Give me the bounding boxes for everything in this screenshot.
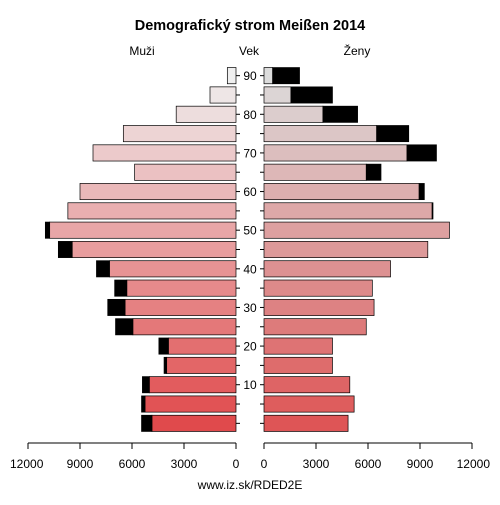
male-excess-20-24 (158, 337, 169, 355)
female-bar-0-4 (263, 414, 349, 432)
female-bar-65-69 (263, 163, 367, 181)
age-tick-label: 30 (243, 301, 257, 315)
x-axes: 12000 9000 6000 3000 0 0 3000 6000 9000 12000 (10, 442, 491, 471)
male-excess-15-19 (163, 356, 168, 374)
male-bar-40-44 (109, 260, 237, 278)
male-excess-0-4 (141, 414, 153, 432)
female-bar-15-19 (263, 356, 333, 374)
female-bars (263, 67, 450, 432)
female-bar-5-9 (263, 395, 355, 413)
female-bar-30-34 (263, 298, 375, 316)
male-excess-25-29 (115, 318, 134, 336)
male-bar-0-4 (151, 414, 237, 432)
age-tick-label: 50 (243, 224, 257, 238)
male-excess-35-39 (114, 279, 128, 297)
age-axis: 10 20 30 40 50 60 70 80 90 (236, 69, 264, 424)
male-x-tick-label: 0 (233, 457, 240, 471)
female-bar-75-79 (263, 125, 378, 143)
male-bar-10-14 (148, 376, 237, 394)
age-tick-label: 60 (243, 185, 257, 199)
male-x-tick-label: 6000 (119, 457, 146, 471)
male-excess-45-49 (57, 241, 73, 258)
female-x-tick-label: 9000 (407, 457, 434, 471)
female-bar-45-49 (263, 241, 429, 258)
female-excess-80-84 (322, 105, 358, 123)
age-tick-label: 80 (243, 108, 257, 122)
male-excess-50-54 (44, 221, 51, 239)
female-excess-90+ (272, 67, 300, 85)
male-bar-15-19 (166, 356, 237, 374)
female-x-tick-label: 3000 (303, 457, 330, 471)
male-bar-75-79 (122, 125, 237, 143)
male-bar-85-89 (209, 86, 237, 104)
female-bar-85-89 (263, 86, 292, 104)
female-bar-25-29 (263, 318, 367, 336)
female-bar-40-44 (263, 260, 391, 278)
female-bar-10-14 (263, 376, 351, 394)
female-excess-65-69 (365, 163, 382, 181)
chart-title: Demografický strom Meißen 2014 (135, 18, 365, 34)
male-bar-80-84 (175, 105, 237, 123)
male-bar-70-74 (92, 144, 237, 162)
female-bar-50-54 (263, 221, 450, 239)
female-x-tick-label: 0 (261, 457, 268, 471)
age-tick-label: 40 (243, 262, 257, 276)
male-bar-30-34 (124, 298, 237, 316)
female-bar-70-74 (263, 144, 408, 162)
male-bar-65-69 (134, 163, 237, 181)
female-excess-70-74 (406, 144, 437, 162)
male-label: Muži (129, 44, 154, 58)
male-bar-25-29 (132, 318, 237, 336)
male-bar-50-54 (49, 221, 237, 239)
female-bar-35-39 (263, 279, 373, 297)
male-excess-30-34 (107, 298, 126, 316)
male-bar-60-64 (79, 183, 237, 201)
age-tick-label: 20 (243, 340, 257, 354)
female-bar-55-59 (263, 202, 433, 220)
female-excess-60-64 (418, 183, 425, 201)
male-bar-20-24 (168, 337, 237, 355)
male-bar-55-59 (67, 202, 237, 220)
footer-url: www.iz.sk/RDED2E (197, 478, 303, 492)
male-x-tick-label: 3000 (171, 457, 198, 471)
age-tick-label: 70 (243, 146, 257, 160)
female-excess-55-59 (431, 202, 434, 220)
female-x-tick-label: 12000 (457, 457, 491, 471)
male-bars (44, 67, 237, 432)
female-bar-60-64 (263, 183, 420, 201)
male-bar-90+ (226, 67, 237, 85)
female-x-tick-label: 6000 (355, 457, 382, 471)
male-bar-45-49 (71, 241, 237, 258)
age-tick-label: 10 (243, 378, 257, 392)
female-label: Ženy (344, 43, 371, 58)
male-x-tick-label: 12000 (10, 457, 44, 471)
male-x-tick-label: 9000 (67, 457, 94, 471)
female-excess-75-79 (376, 125, 410, 143)
male-excess-10-14 (142, 376, 150, 394)
male-bar-35-39 (126, 279, 237, 297)
age-tick-label: 90 (243, 69, 257, 83)
male-bar-5-9 (144, 395, 237, 413)
female-excess-85-89 (290, 86, 333, 104)
female-bar-90+ (263, 67, 274, 85)
male-excess-40-44 (96, 260, 110, 278)
male-excess-5-9 (141, 395, 146, 413)
age-label: Vek (239, 44, 260, 58)
female-bar-20-24 (263, 337, 333, 355)
female-bar-80-84 (263, 105, 324, 123)
